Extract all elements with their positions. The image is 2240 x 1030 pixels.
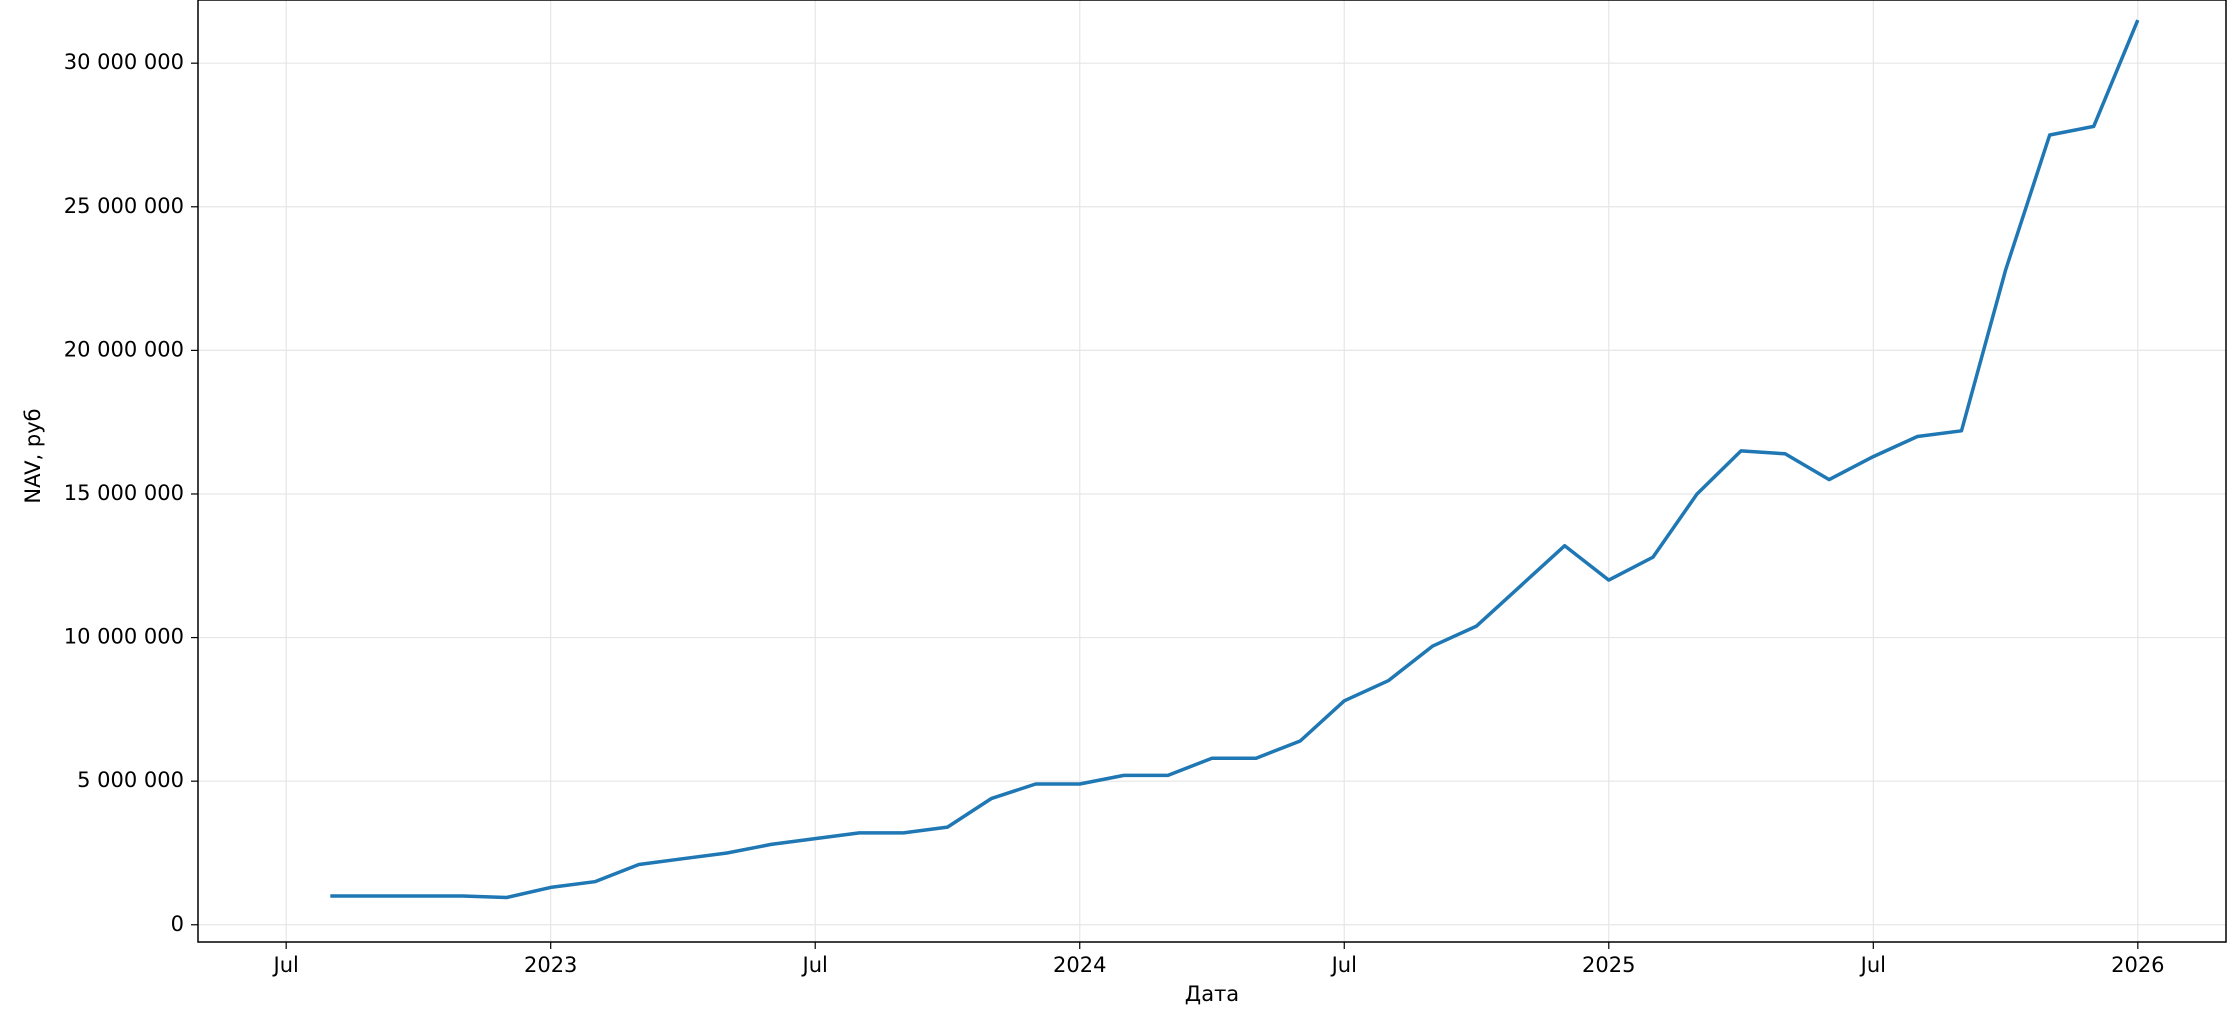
data-line	[330, 19, 2140, 900]
x-tick-label: 2025	[1582, 953, 1635, 977]
y-tick-label: 10 000 000	[64, 625, 184, 649]
x-tick-label: Jul	[272, 953, 299, 977]
y-axis-label: NAV, руб	[21, 408, 45, 503]
y-tick-label: 25 000 000	[64, 194, 184, 218]
y-tick-label: 20 000 000	[64, 337, 184, 361]
y-tick-label: 0	[171, 912, 184, 936]
y-tick-label: 15 000 000	[64, 481, 184, 505]
x-tick-label: Jul	[1330, 953, 1357, 977]
x-axis-label: Дата	[1185, 982, 1239, 1006]
x-tick-label: 2026	[2111, 953, 2164, 977]
plot-frame	[197, 0, 2227, 943]
y-tick-label: 5 000 000	[77, 768, 184, 792]
x-tick-label: 2024	[1053, 953, 1106, 977]
x-tick-label: Jul	[801, 953, 828, 977]
y-tick-label: 30 000 000	[64, 50, 184, 74]
x-tick-label: Jul	[1859, 953, 1886, 977]
x-tick-label: 2023	[524, 953, 577, 977]
